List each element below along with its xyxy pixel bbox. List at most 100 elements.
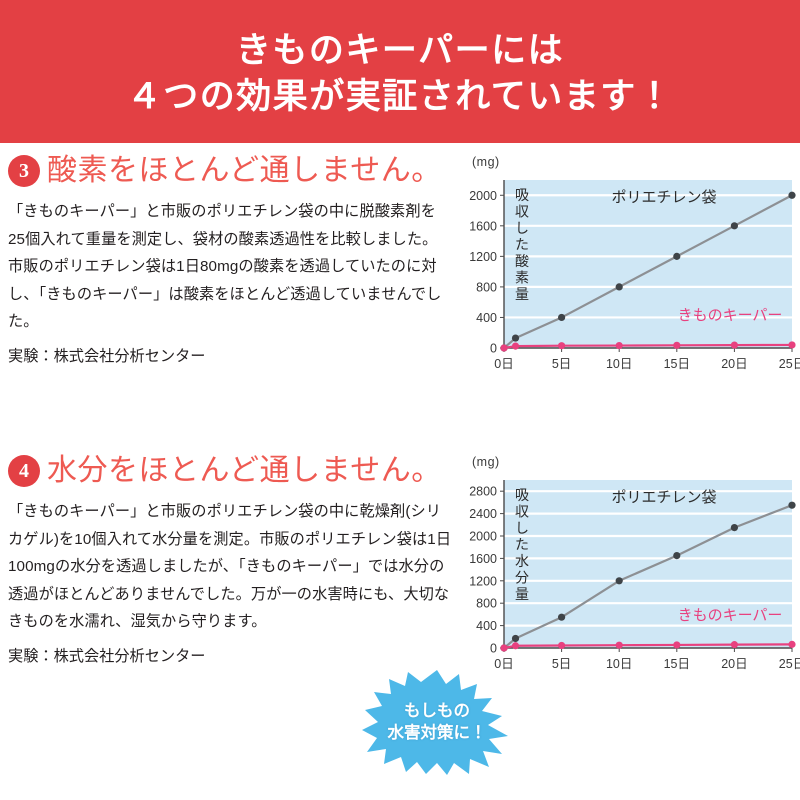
chart-data-point — [615, 341, 623, 350]
section-oxygen-title: 酸素をほとんど通しません。 — [47, 154, 442, 188]
section-oxygen-body: 「きものキーパー」と市販のポリエチレン袋の中に脱酸素剤を25個入れて重量を測定し… — [8, 198, 452, 336]
starburst-icon — [362, 670, 508, 775]
chart-y-axis-title-char: 水 — [515, 553, 529, 569]
chart-y-tick-label: 1600 — [469, 219, 497, 233]
chart-x-tick-label: 15日 — [664, 357, 690, 371]
chart-x-tick-label: 20日 — [721, 657, 747, 671]
chart-oxygen-unit-label: (mg) — [472, 155, 500, 169]
chart-y-axis-title-char: し — [515, 220, 529, 236]
section-number-badge-3: 3 — [8, 155, 40, 187]
chart-data-point — [615, 641, 623, 649]
chart-x-tick-label: 0日 — [494, 657, 513, 671]
chart-moisture-svg: 0 400 800 1200 1600 2000 2400 2800 0日 5日 10日 15日 20日… — [469, 480, 800, 671]
chart-y-tick-label: 2000 — [469, 530, 497, 544]
chart-y-axis-title-char: 収 — [515, 204, 529, 220]
chart-x-tick-label: 0日 — [494, 357, 513, 371]
chart-data-point — [673, 641, 681, 649]
banner-headline-line2: ４つの効果が実証されています！ — [126, 76, 674, 116]
chart-data-point — [788, 640, 796, 648]
chart-y-axis-title-char: 吸 — [515, 187, 529, 203]
chart-y-tick-label: 800 — [476, 597, 497, 611]
section-moisture-body: 「きものキーパー」と市販のポリエチレン袋の中に乾燥剤(シリカゲル)を10個入れて… — [8, 498, 452, 636]
chart-data-point — [511, 634, 520, 643]
chart-x-tick-label: 25日 — [779, 357, 800, 371]
section-oxygen: 3 酸素をほとんど通しません。 「きものキーパー」と市販のポリエチレン袋の中に脱… — [0, 143, 800, 443]
chart-y-tick-label: 1600 — [469, 552, 497, 566]
chart-y-axis-title-char: た — [515, 537, 529, 553]
chart-y-axis-title-char: 酸 — [515, 253, 529, 269]
chart-plot-background — [504, 180, 792, 348]
section-moisture-chart-column: (mg) 0 400 800 1200 1600 2000 2400 2800 0日 5日 10日 1… — [452, 455, 800, 690]
chart-data-point — [558, 641, 566, 650]
section-moisture-title: 水分をほとんど通しません。 — [47, 454, 442, 488]
chart-y-tick-label: 400 — [476, 619, 497, 633]
chart-data-point — [511, 334, 520, 342]
chart-x-tick-label: 25日 — [779, 657, 800, 671]
chart-x-tick-label: 5日 — [552, 657, 571, 671]
section-moisture: 4 水分をほとんど通しません。 「きものキーパー」と市販のポリエチレン袋の中に乾… — [0, 443, 800, 743]
chart-data-point — [615, 577, 623, 585]
chart-y-axis-title-char: 量 — [515, 586, 529, 602]
chart-data-point — [558, 313, 566, 322]
chart-oxygen-svg: 0 400 800 1200 1600 2000 0日 5日 10日 15日 20日 25日 吸収した酸… — [469, 180, 800, 371]
chart-data-point — [730, 641, 738, 649]
chart-moisture-unit-label: (mg) — [472, 455, 500, 469]
chart-data-point — [673, 552, 681, 560]
chart-series-label-polyethylene: ポリエチレン袋 — [611, 489, 716, 506]
section-oxygen-chart-column: (mg) 0 400 800 1200 1600 2000 0日 5日 10日 15日 20日 25日… — [452, 155, 800, 390]
chart-series-label-polyethylene: ポリエチレン袋 — [611, 189, 716, 206]
chart-y-axis-title-char: 素 — [515, 270, 529, 286]
chart-data-point — [615, 283, 623, 291]
chart-y-tick-label: 2800 — [469, 485, 497, 499]
section-moisture-source: 実験：株式会社分析センター — [8, 647, 206, 665]
chart-plot-background — [504, 480, 792, 648]
chart-y-tick-label: 0 — [490, 342, 497, 356]
section-oxygen-text-column: 3 酸素をほとんど通しません。 「きものキーパー」と市販のポリエチレン袋の中に脱… — [0, 155, 452, 370]
section-oxygen-heading: 3 酸素をほとんど通しません。 — [8, 155, 452, 187]
banner-headline-line1: きものキーパーには — [235, 30, 565, 70]
chart-oxygen: 0 400 800 1200 1600 2000 0日 5日 10日 15日 20日 25日 吸収した酸… — [452, 170, 800, 390]
chart-y-tick-label: 2000 — [469, 189, 497, 203]
chart-x-tick-label: 10日 — [606, 357, 632, 371]
chart-y-axis-title-char: し — [515, 520, 529, 536]
chart-series-label-kimono-keeper: きものキーパー — [678, 607, 783, 624]
section-oxygen-body-text: 「きものキーパー」と市販のポリエチレン袋の中に脱酸素剤を25個入れて重量を測定し… — [8, 203, 442, 330]
chart-series-label-kimono-keeper: きものキーパー — [678, 307, 783, 324]
chart-y-tick-label: 800 — [476, 280, 497, 294]
chart-data-point — [788, 501, 796, 509]
chart-x-tick-label: 15日 — [664, 657, 690, 671]
chart-y-axis-title-char: 量 — [515, 286, 529, 302]
chart-y-axis-title-char: 吸 — [515, 487, 529, 503]
header-banner: きものキーパーには ４つの効果が実証されています！ — [0, 0, 800, 143]
chart-data-point — [673, 341, 681, 349]
chart-x-tick-label: 10日 — [606, 657, 632, 671]
chart-y-axis-title-char: 分 — [515, 570, 529, 586]
chart-y-tick-label: 1200 — [469, 574, 497, 588]
chart-y-axis-title-char: た — [515, 237, 529, 253]
section-moisture-text-column: 4 水分をほとんど通しません。 「きものキーパー」と市販のポリエチレン袋の中に乾… — [0, 455, 452, 670]
chart-y-tick-label: 0 — [490, 642, 497, 656]
flood-protection-badge: もしもの 水害対策に！ — [362, 668, 512, 776]
chart-x-tick-label: 5日 — [552, 357, 571, 371]
chart-y-axis-title-char: 収 — [515, 504, 529, 520]
chart-data-point — [558, 613, 566, 621]
section-oxygen-source: 実験：株式会社分析センター — [8, 347, 206, 365]
chart-data-point — [788, 191, 796, 199]
chart-data-point — [511, 642, 520, 650]
chart-moisture: 0 400 800 1200 1600 2000 2400 2800 0日 5日 10日 15日 20日… — [452, 470, 800, 690]
chart-y-tick-label: 1200 — [469, 250, 497, 264]
chart-data-point — [558, 342, 566, 350]
section-moisture-heading: 4 水分をほとんど通しません。 — [8, 455, 452, 487]
chart-data-point — [500, 344, 508, 352]
chart-data-point — [788, 341, 796, 349]
section-number-badge-4: 4 — [8, 455, 40, 487]
chart-data-point — [730, 222, 738, 230]
chart-y-tick-label: 2400 — [469, 507, 497, 521]
chart-data-point — [730, 341, 738, 349]
chart-data-point — [500, 644, 508, 652]
chart-data-point — [730, 524, 738, 532]
chart-y-tick-label: 400 — [476, 311, 497, 325]
chart-data-point — [673, 252, 681, 260]
section-moisture-body-text: 「きものキーパー」と市販のポリエチレン袋の中に乾燥剤(シリカゲル)を10個入れて… — [8, 503, 452, 630]
chart-x-tick-label: 20日 — [721, 357, 747, 371]
